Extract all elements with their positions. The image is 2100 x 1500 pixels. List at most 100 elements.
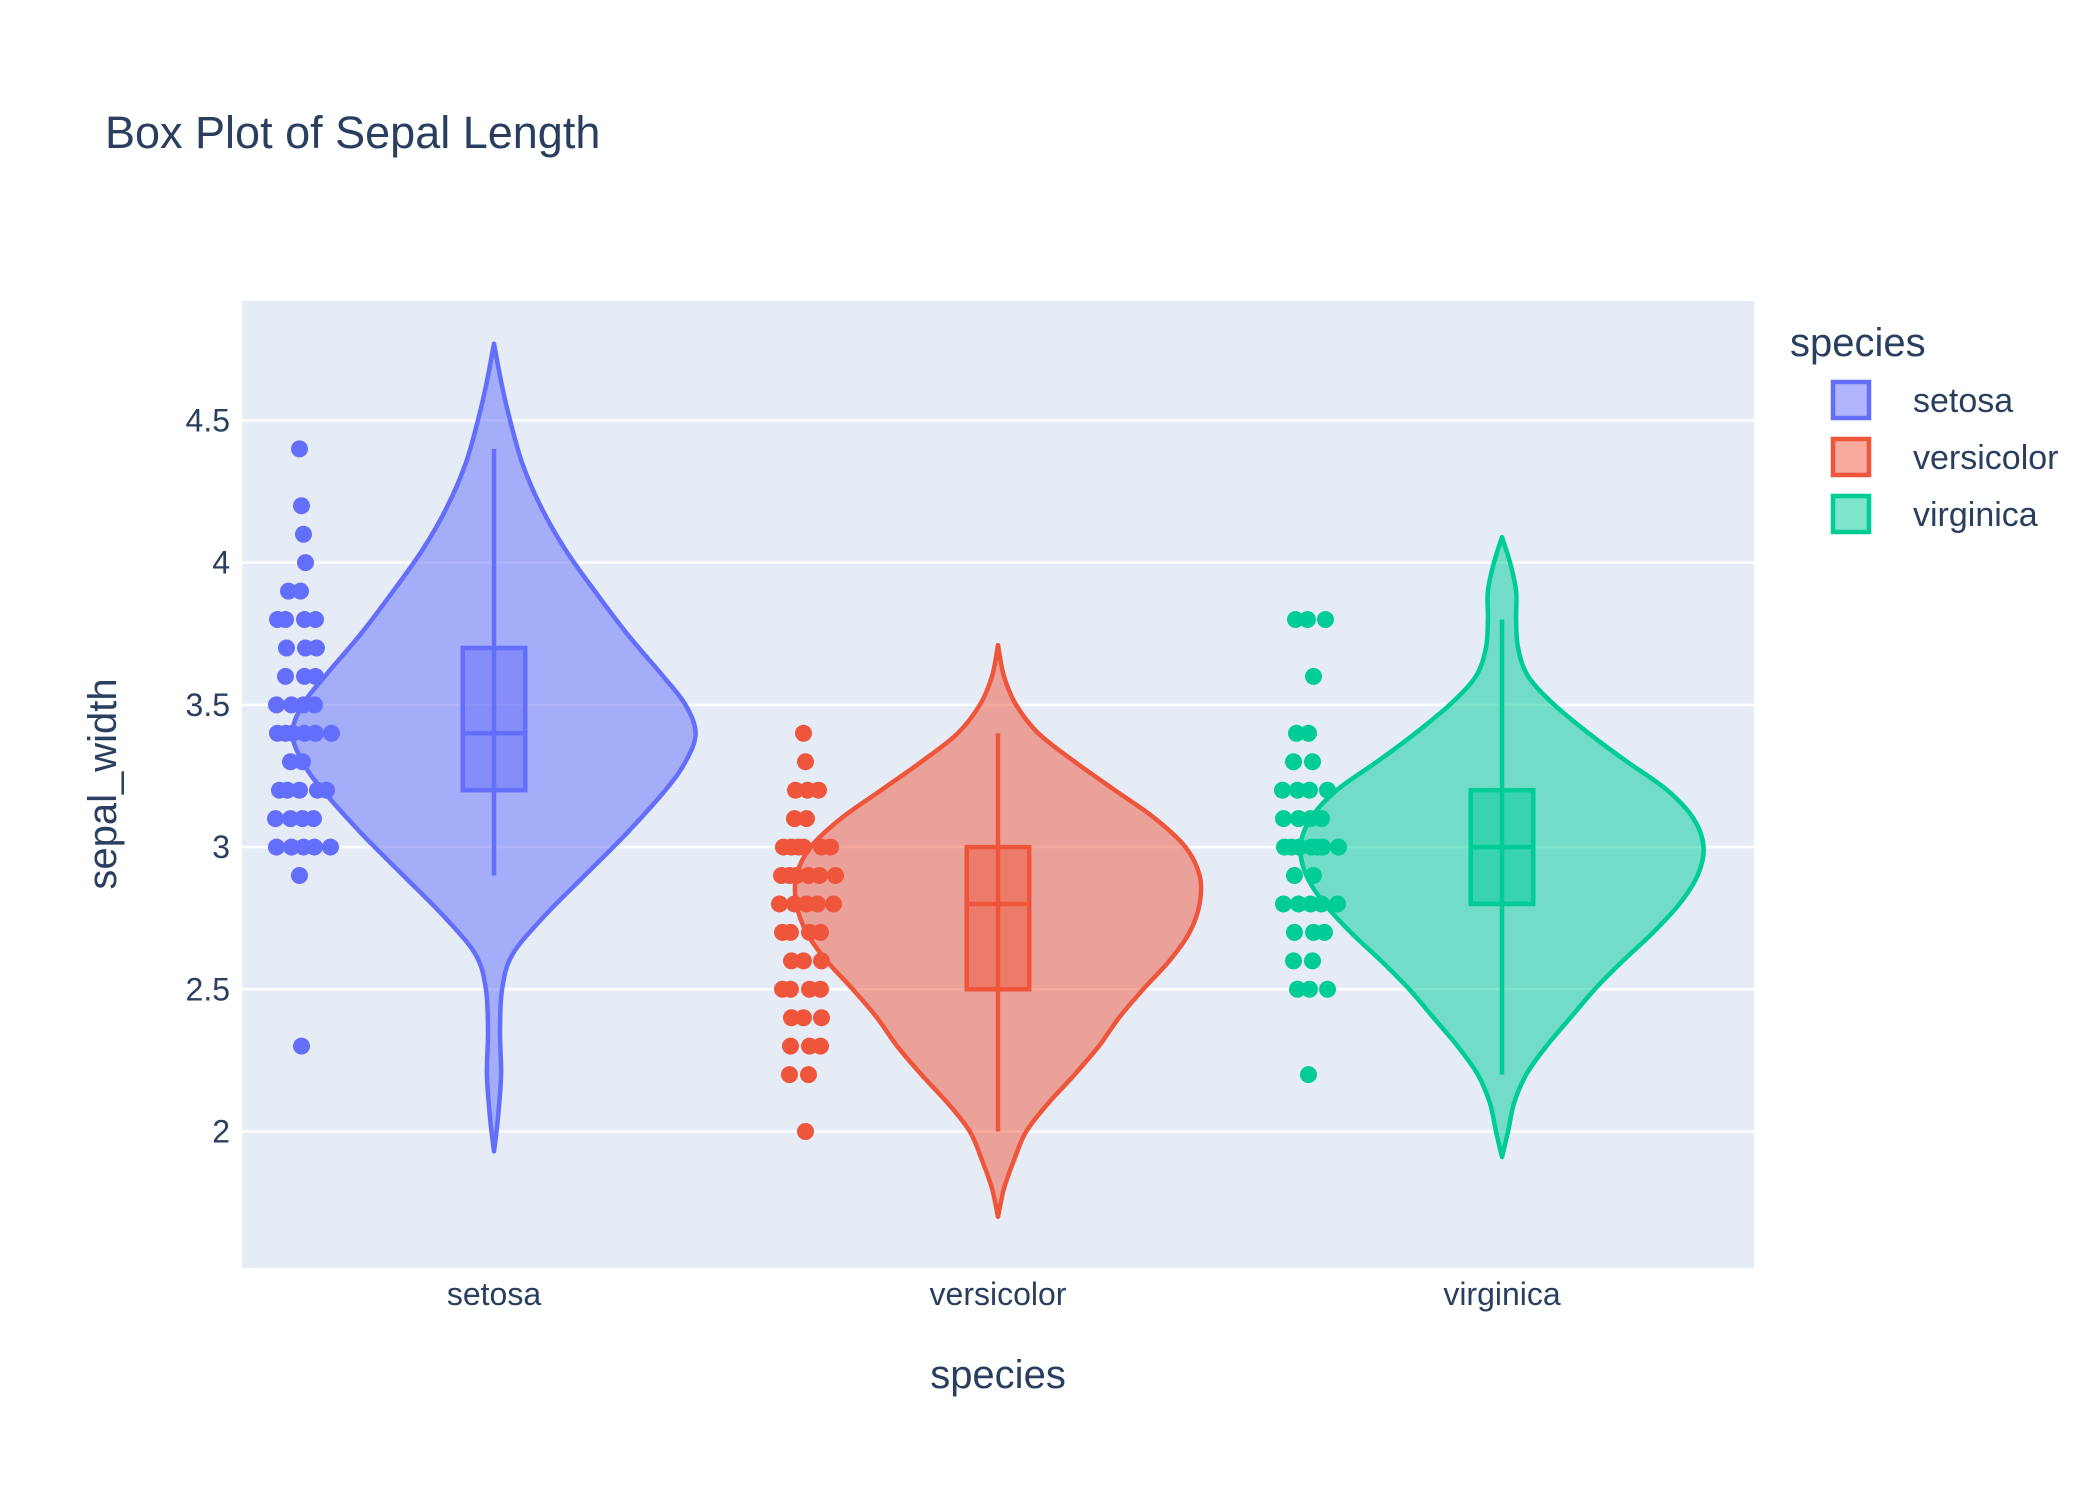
y-tick-label: 3 [212, 829, 230, 865]
data-point [811, 1037, 829, 1055]
x-tick-label: setosa [447, 1276, 541, 1312]
data-point [810, 867, 828, 885]
data-point [283, 724, 301, 742]
data-point [780, 1066, 798, 1084]
data-point [782, 1009, 800, 1027]
y-tick-label: 4.5 [186, 402, 230, 438]
data-point [799, 1066, 817, 1084]
data-point [292, 497, 310, 515]
data-point [796, 1122, 814, 1140]
x-tick-labels: setosa versicolor virginica [447, 1276, 1561, 1312]
data-point [1273, 781, 1291, 799]
x-tick-label: virginica [1443, 1276, 1561, 1312]
data-point [770, 895, 788, 913]
legend-swatch [1830, 493, 1872, 535]
data-point [307, 639, 325, 657]
data-point [270, 781, 288, 799]
data-point [773, 980, 791, 998]
data-point [781, 1037, 799, 1055]
data-point [277, 639, 295, 657]
legend-item-setosa: setosa [1830, 379, 2013, 421]
data-point [794, 952, 812, 970]
data-point [290, 440, 308, 458]
data-point [306, 611, 324, 629]
data-point [305, 838, 323, 856]
y-tick-label: 2.5 [186, 971, 230, 1007]
data-point [304, 810, 322, 828]
y-tick-labels: 2 2.5 3 3.5 4 4.5 [186, 402, 230, 1149]
data-point [1304, 667, 1322, 685]
data-point [1285, 923, 1303, 941]
data-point [1328, 895, 1346, 913]
legend-title: species [1790, 321, 1926, 365]
data-point [292, 1037, 310, 1055]
data-point [1286, 611, 1304, 629]
data-point [1284, 753, 1302, 771]
data-point [306, 667, 324, 685]
data-point [1274, 895, 1292, 913]
data-point [305, 696, 323, 714]
violin-setosa [266, 341, 698, 1154]
data-point [266, 810, 284, 828]
legend-label: versicolor [1913, 439, 2058, 477]
data-point [774, 838, 792, 856]
data-point [812, 952, 830, 970]
data-point [293, 753, 311, 771]
box-iqr [460, 645, 528, 793]
data-point [268, 724, 286, 742]
data-point [1308, 838, 1326, 856]
data-point [317, 781, 335, 799]
data-point [785, 810, 803, 828]
legend-label: setosa [1913, 382, 2013, 420]
data-point [1289, 895, 1307, 913]
data-point [1329, 838, 1347, 856]
data-point [1300, 781, 1318, 799]
legend-label: virginica [1913, 496, 2038, 534]
data-point [1288, 781, 1306, 799]
data-point [811, 980, 829, 998]
data-point [294, 525, 312, 543]
legend: species setosa versicolor virginica [1790, 321, 2058, 535]
data-point [267, 838, 285, 856]
data-point [811, 923, 829, 941]
data-point [772, 867, 790, 885]
data-point [1312, 895, 1330, 913]
data-point [821, 838, 839, 856]
data-point [1318, 980, 1336, 998]
data-point [787, 867, 805, 885]
legend-swatch [1830, 379, 1872, 421]
data-point [281, 753, 299, 771]
x-axis-label: species [930, 1353, 1066, 1397]
data-point [797, 810, 815, 828]
data-point [1303, 753, 1321, 771]
data-point [786, 781, 804, 799]
data-point [1287, 724, 1305, 742]
data-point [796, 753, 814, 771]
data-point [296, 554, 314, 572]
data-point [1318, 781, 1336, 799]
y-tick-label: 2 [212, 1113, 230, 1149]
violin-virginica [1273, 534, 1706, 1160]
data-point [282, 838, 300, 856]
data-point [782, 952, 800, 970]
data-point [808, 895, 826, 913]
data-point [826, 867, 844, 885]
y-axis-label: sepal_width [81, 678, 125, 889]
data-point [1304, 867, 1322, 885]
data-point [789, 838, 807, 856]
data-point [1299, 724, 1317, 742]
legend-item-virginica: virginica [1830, 493, 2038, 535]
data-point [282, 696, 300, 714]
chart-marks [266, 341, 1706, 1220]
data-point [290, 867, 308, 885]
violin-versicolor [770, 642, 1204, 1220]
data-point [306, 724, 324, 742]
chart-title: Box Plot of Sepal Length [105, 107, 600, 158]
legend-item-versicolor: versicolor [1830, 436, 2058, 478]
data-point [812, 1009, 830, 1027]
data-point [276, 667, 294, 685]
data-point [290, 781, 308, 799]
data-point [1299, 1066, 1317, 1084]
data-point [1298, 611, 1316, 629]
